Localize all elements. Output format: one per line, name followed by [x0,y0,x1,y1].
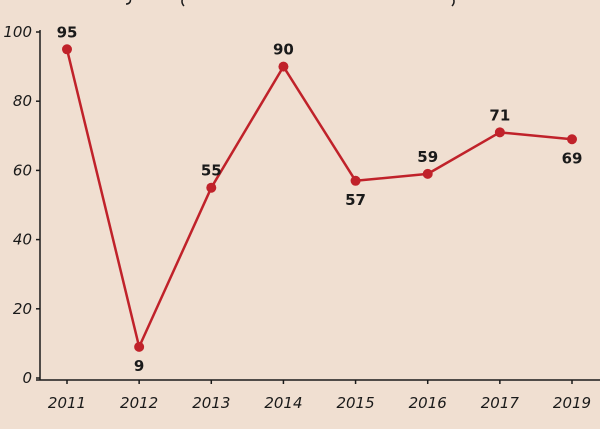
x-tick-label: 2011 [48,394,86,412]
y-axis-ticks: 0 20 40 60 80 100 [3,23,40,387]
x-tick-label: 2012 [120,394,158,412]
x-tick-label: 2013 [192,394,230,412]
data-point [278,61,289,72]
data-labels: 95 9 55 90 57 59 71 69 [57,23,583,375]
x-tick-label: 2019 [553,394,591,412]
data-point [422,168,433,179]
data-point [206,182,217,193]
data-label: 55 [201,162,222,180]
data-point [350,175,361,186]
series-polyline [65,49,573,349]
data-point [494,127,505,138]
x-tick-label: 2015 [336,394,374,412]
y-tick-label: 80 [13,92,32,110]
data-point [134,341,145,352]
axes [36,30,600,381]
y-tick-label: 100 [3,23,32,41]
y-tick-label: 20 [13,300,32,318]
series-line [65,49,573,349]
y-tick-label: 40 [13,231,32,249]
clipped-title-remnant [125,0,455,7]
data-label: 59 [417,148,438,166]
data-point [567,134,577,145]
data-label: 71 [489,106,510,124]
x-axis-ticks: 2011 2012 2013 2014 2015 2016 2017 2019 [48,380,591,412]
y-tick-label: 60 [13,161,32,179]
series-points [62,44,577,352]
data-label: 57 [345,191,366,209]
data-label: 69 [562,149,583,167]
data-point [62,44,72,55]
data-label: 95 [57,23,78,41]
data-label: 9 [134,357,144,375]
data-label: 90 [273,41,294,59]
x-tick-label: 2016 [409,394,447,412]
x-tick-label: 2014 [264,394,302,412]
x-tick-label: 2017 [481,394,520,412]
y-tick-label: 0 [22,369,32,387]
